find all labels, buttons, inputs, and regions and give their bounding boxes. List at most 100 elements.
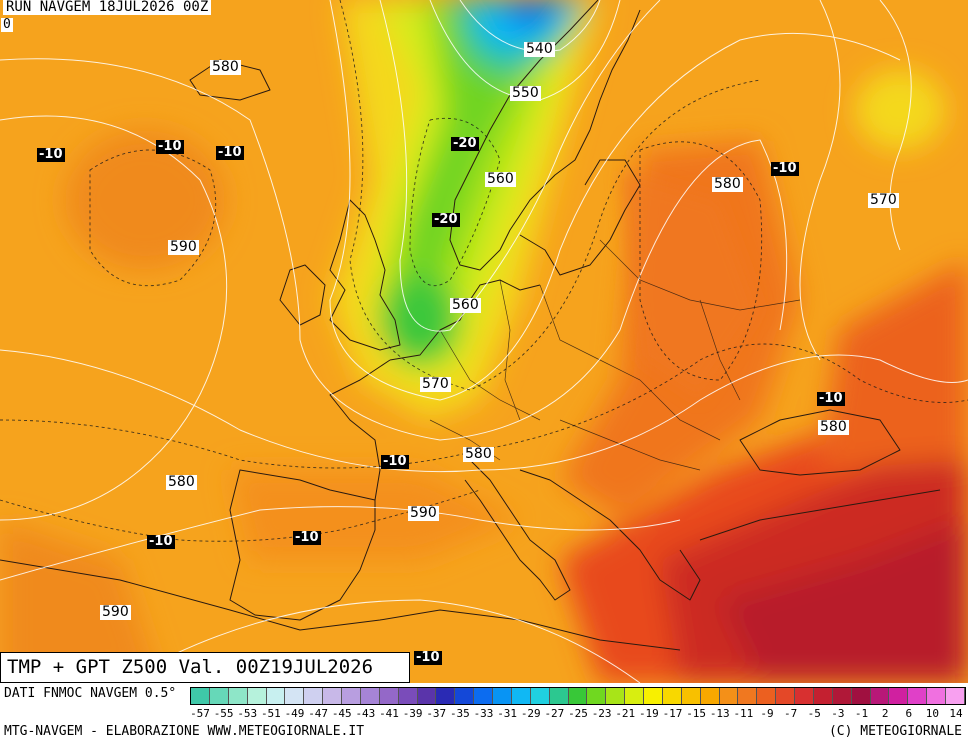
border-1 (439, 329, 541, 421)
color-swatch (757, 688, 777, 704)
color-swatch (606, 688, 626, 704)
color-swatch (493, 688, 512, 704)
corner-value: 0 (1, 17, 13, 32)
scale-tick-label: -25 (568, 707, 588, 720)
geopotential-label: 580 (463, 446, 494, 462)
scale-tick-label: -57 (190, 707, 210, 720)
geopotential-560 (379, 0, 661, 332)
geopotential-580-ne (799, 0, 841, 361)
color-swatch (644, 688, 663, 704)
color-swatch (209, 688, 229, 704)
scale-tick-label: -45 (331, 707, 352, 720)
copyright-text: (C) METEOGIORNALE (828, 724, 962, 739)
geopotential-label: 580 (818, 419, 849, 435)
temperature-minus10-trough (339, 0, 761, 391)
color-swatch (776, 688, 795, 704)
temperature-label: -10 (771, 161, 799, 176)
geopotential-label: 540 (524, 41, 555, 57)
color-swatch (587, 688, 607, 704)
geopotential-label: 580 (166, 474, 197, 490)
color-swatch (927, 688, 946, 704)
temperature-label: -10 (293, 530, 321, 545)
border-7 (639, 379, 721, 441)
border-4 (599, 239, 801, 311)
geopotential-590-far-south (119, 599, 641, 683)
coastlines-and-borders (0, 0, 941, 651)
black-sea (739, 409, 901, 476)
scale-tick-label: -1 (854, 707, 869, 720)
scale-tick-label: -39 (402, 707, 423, 720)
color-swatch (417, 688, 437, 704)
color-swatch (946, 688, 965, 704)
color-swatch (625, 688, 644, 704)
temperature-scale-ticks: -57 -55 -53 -51 -49 -47 -45 -43 -41 -39 -37 -35 -33-… (190, 707, 966, 721)
baltic-coast (519, 159, 641, 276)
geopotential-590-west (0, 115, 228, 521)
color-swatch (191, 688, 210, 704)
color-swatch (568, 688, 588, 704)
scale-tick-label: -11 (733, 707, 754, 720)
temperature-label: -10 (414, 650, 442, 665)
geopotential-540 (459, 0, 601, 52)
balkans-coast (519, 469, 701, 601)
scale-tick-label: -9 (760, 707, 774, 720)
border-8 (699, 299, 741, 401)
geopotential-label: 560 (450, 297, 481, 313)
temperature-minus10-south (0, 343, 968, 469)
color-swatch (870, 688, 890, 704)
temperature-label: -20 (432, 212, 460, 227)
color-swatch (323, 688, 342, 704)
color-swatch (795, 688, 814, 704)
color-swatch (700, 688, 720, 704)
scale-tick-label: -35 (449, 707, 470, 720)
color-swatch (436, 688, 456, 704)
geopotential-label: 560 (485, 171, 516, 187)
scale-tick-label: -37 (426, 707, 447, 720)
temperature-label: -10 (216, 145, 244, 160)
temperature-minus10-east (639, 141, 763, 381)
scale-tick-label: -5 (807, 707, 821, 720)
data-source: DATI FNMOC NAVGEM 0.5° (4, 686, 177, 701)
temperature-field (0, 0, 968, 683)
temperature-label: -10 (37, 147, 65, 162)
italy-coast (464, 459, 571, 601)
scale-tick-label: -3 (831, 707, 845, 720)
scale-tick-label: -51 (260, 707, 281, 720)
temperature-color-scale (190, 687, 966, 705)
scale-tick-label: -17 (662, 707, 683, 720)
color-swatch (455, 688, 475, 704)
run-title: RUN NAVGEM 18JUL2026 00Z (3, 0, 212, 15)
color-swatch (738, 688, 758, 704)
color-swatch (342, 688, 361, 704)
scale-tick-label: -21 (615, 707, 636, 720)
scale-tick-label: -31 (497, 707, 518, 720)
color-swatch (360, 688, 380, 704)
geopotential-580-south (0, 349, 968, 473)
scale-tick-label: -53 (237, 707, 258, 720)
geopotential-570-ne (879, 0, 912, 251)
color-swatch (285, 688, 305, 704)
border-5 (559, 419, 701, 471)
geopotential-590-south (0, 506, 681, 581)
scale-tick-label: -19 (638, 707, 659, 720)
color-swatch (474, 688, 493, 704)
color-swatch (832, 688, 852, 704)
color-swatch (247, 688, 267, 704)
scale-tick-label: -41 (379, 707, 399, 720)
scale-tick-label: -29 (520, 707, 541, 720)
color-swatch (304, 688, 324, 704)
map-title: TMP + GPT Z500 Val. 00Z19JUL2026 (0, 652, 410, 683)
temperature-label: -10 (156, 139, 184, 154)
temperature-label: -20 (451, 136, 479, 151)
geopotential-label: 550 (510, 85, 541, 101)
color-swatch (266, 688, 286, 704)
scale-tick-label: -27 (544, 707, 565, 720)
iberia-coast (229, 469, 376, 621)
scale-tick-label: -43 (355, 707, 376, 720)
scale-tick-label: 14 (949, 707, 963, 720)
temperature-label: -10 (817, 391, 845, 406)
turkey-coast (699, 489, 941, 541)
north-africa-coast (0, 559, 681, 651)
scale-tick-label: -23 (591, 707, 612, 720)
scale-tick-label: -13 (709, 707, 730, 720)
